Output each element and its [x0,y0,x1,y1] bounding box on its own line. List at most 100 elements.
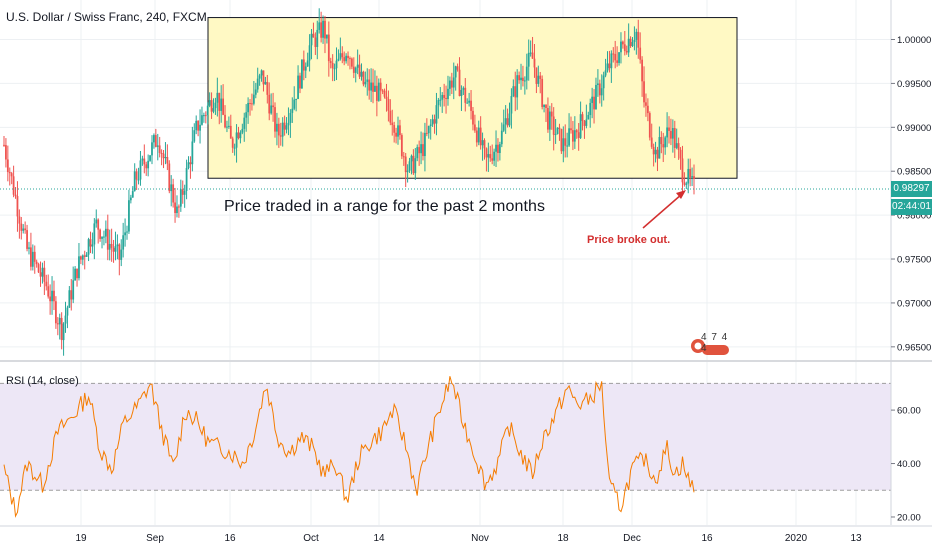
candle-body [508,113,511,126]
candle-body [133,171,136,192]
candle-body [229,125,232,139]
candle-body [141,158,144,161]
candle-body [420,144,422,154]
candle-body [556,127,559,135]
candle-body [191,141,194,165]
candle-body [3,144,5,146]
candle-body [30,247,32,267]
candle-body [683,182,686,185]
candle-body [547,108,549,130]
candle-body [648,113,651,138]
candle-body [14,194,17,197]
candle-body [643,81,645,103]
candle-body [381,90,384,92]
candle-body [281,122,284,137]
candle-body [226,126,228,128]
candle-body [656,149,659,159]
candle-body [387,98,390,111]
candle-body [91,244,94,247]
candle-body [558,127,561,129]
candle-body [552,116,555,135]
candle-body [422,144,424,157]
candle-body [498,144,501,153]
rsi-axis[interactable]: 20.00 40.00 60.00 [891,406,921,524]
candle-body [375,85,378,101]
tradingview-logo[interactable]: 4 7 4 4 [689,332,731,358]
candle-body [204,115,207,117]
candle-body [400,135,403,157]
candle-body [274,107,276,132]
candle-body [314,37,317,48]
candle-body [512,86,515,97]
candle-body [410,155,413,162]
breakout-annotation: Price broke out. [587,234,671,246]
time-tick-label: 14 [373,533,385,544]
candle-body [464,87,467,103]
price-tick-label: 1.00000 [897,35,931,46]
candle-body [523,80,526,82]
candle-body [412,155,415,174]
candle-body [95,219,98,224]
price-tick-label: 0.98000 [897,211,931,222]
candle-body [337,58,340,61]
candle-body [548,111,551,130]
candle-body [239,132,242,139]
chart-title: U.S. Dollar / Swiss Franc, 240, FXCM [6,10,207,24]
candle-body [33,251,36,262]
candle-body [51,290,53,302]
candle-body [391,122,394,126]
time-tick-label: Sep [146,533,164,544]
candle-body [256,78,259,90]
candle-body [112,247,115,252]
candle-body [416,147,419,159]
candle-body [537,75,540,84]
candle-body [516,75,519,98]
candle-body [585,119,588,126]
candle-body [541,78,544,107]
candle-body [560,128,563,152]
time-axis[interactable]: 19 Sep 16 Oct 14 Nov 18 Dec 16 2020 13 [75,533,862,544]
rsi-band [0,383,891,491]
candle-body [297,75,299,99]
candle-body [554,134,557,136]
candle-body [126,231,128,233]
candle-body [356,64,359,68]
candle-body [468,100,471,103]
candle-body [673,128,676,148]
candle-body [151,142,153,156]
candle-body [616,60,619,63]
candle-body [60,317,63,341]
rsi-series-line [3,376,695,518]
candle-body [10,173,13,177]
candle-body [596,83,599,85]
candle-body [181,189,184,195]
candle-body [633,39,636,43]
candle-body [318,22,321,30]
candle-body [483,140,486,149]
candle-body [156,145,159,147]
time-tick-label: 16 [701,533,713,544]
candle-body [374,85,376,92]
price-tick-label: 0.97000 [897,298,931,309]
price-axis[interactable]: 0.96500 0.97000 0.97500 0.98000 0.98500 0.990… [890,0,932,525]
candle-body [54,301,57,324]
candle-body [591,96,594,103]
candle-body [489,154,492,159]
candle-body [641,59,644,82]
candle-body [37,264,40,273]
candle-body [195,120,198,131]
candle-body [575,130,578,133]
candle-body [28,247,30,249]
candle-body [645,102,647,106]
candle-body [237,132,240,139]
candle-body [610,53,613,69]
candle-body [614,54,617,61]
candle-body [331,62,334,69]
candle-body [214,102,217,109]
candle-body [691,176,693,178]
candle-body [379,82,382,91]
candle-body [639,47,642,60]
candle-body [249,102,251,104]
candle-body [500,130,503,145]
